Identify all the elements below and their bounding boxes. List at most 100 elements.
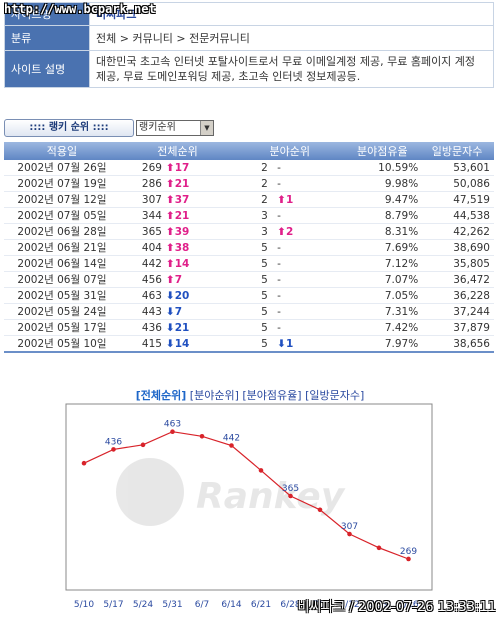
daily-visitors-cell: 53,601 — [420, 160, 494, 176]
date-cell: 2002년 07월 26일 — [4, 160, 120, 176]
rank-table-body: 2002년 07월 26일 269 ⬆17 2-10.59% 53,601 2002년 0… — [4, 160, 494, 353]
category-rank-cell: 5- — [235, 255, 345, 272]
category-rank-change: - — [277, 289, 281, 302]
category-rank-change: - — [277, 305, 281, 318]
x-tick-label: 7/26 — [398, 600, 418, 610]
date-cell: 2002년 07월 05일 — [4, 207, 120, 224]
table-row: 2002년 05월 17일 436 ⬇21 5-7.42% 37,879 — [4, 319, 494, 336]
total-rank-value: 307 — [141, 193, 162, 206]
category-share-cell: 7.07% — [344, 271, 421, 288]
total-rank-value: 463 — [141, 289, 162, 302]
daily-visitors-cell: 38,690 — [420, 239, 494, 256]
arrow-up-icon: ⬆ — [165, 225, 175, 238]
data-point — [111, 447, 116, 452]
chart-tab-category-rank[interactable]: [분야순위] — [189, 389, 239, 402]
category-rank-value: 2 — [261, 177, 268, 190]
table-row: 2002년 07월 12일 307 ⬆37 2 ⬆1 9.47% 47,519 — [4, 191, 494, 208]
total-rank-change: 37 — [174, 193, 190, 206]
total-rank-cell: 365 ⬆39 — [119, 223, 236, 240]
date-cell: 2002년 06월 14일 — [4, 255, 120, 272]
info-row-category: 분류 전체 > 커뮤니티 > 전문커뮤니티 — [4, 25, 494, 51]
watermark-timestamp: 비씨파크 / 2002-07-26 13:33:11 — [297, 600, 496, 615]
data-label: 442 — [223, 433, 240, 443]
category-rank-change: - — [277, 241, 281, 254]
total-rank-cell: 436 ⬇21 — [119, 319, 236, 336]
table-row: 2002년 05월 10일 415 ⬇14 5 ⬇1 7.97% 38,656 — [4, 335, 494, 353]
category-rank-value: 3 — [261, 209, 268, 222]
category-share-cell: 10.59% — [344, 160, 421, 176]
info-row-name: 사이트명 비씨파크 — [4, 2, 494, 26]
category-rank-value: 2 — [261, 161, 268, 174]
category-breadcrumb[interactable]: 전체 > 커뮤니티 > 전문커뮤니티 — [89, 25, 494, 51]
total-rank-cell: 404 ⬆38 — [119, 239, 236, 256]
daily-visitors-cell: 36,228 — [420, 287, 494, 304]
total-rank-change: 14 — [174, 337, 190, 350]
chart-plot-area — [65, 403, 433, 591]
total-rank-value: 269 — [141, 161, 162, 174]
category-share-cell: 9.98% — [344, 175, 421, 192]
rank-type-select[interactable]: 랭키순위 ▼ — [136, 120, 214, 136]
daily-visitors-cell: 37,244 — [420, 303, 494, 320]
data-point — [258, 468, 264, 473]
x-tick-label: 6/14 — [221, 600, 241, 610]
table-row: 2002년 05월 24일 443 ⬇7 5-7.31% 37,244 — [4, 303, 494, 320]
category-rank-cell: 2- — [235, 175, 345, 192]
daily-visitors-cell: 42,262 — [420, 223, 494, 240]
chart-tab-category-share[interactable]: [분야점유율] — [242, 389, 302, 402]
data-point — [288, 493, 293, 499]
category-rank-cell: 2- — [235, 160, 345, 176]
table-row: 2002년 06월 21일 404 ⬆38 5-7.69% 38,690 — [4, 239, 494, 256]
category-share-cell: 7.69% — [344, 239, 421, 256]
arrow-up-icon: ⬆ — [165, 177, 175, 190]
chart-tab-total-rank[interactable]: [전체순위] — [135, 389, 187, 402]
data-point — [347, 531, 352, 537]
category-rank-value: 5 — [261, 241, 268, 254]
category-rank-change: 2 — [285, 225, 294, 238]
category-share-cell: 9.47% — [344, 191, 421, 208]
arrow-up-icon: ⬆ — [165, 193, 175, 206]
category-rank-cell: 5- — [235, 239, 345, 256]
x-tick-label: 5/31 — [162, 600, 182, 610]
date-cell: 2002년 06월 28일 — [4, 223, 120, 240]
data-point — [229, 443, 234, 448]
x-tick-label: 7/19 — [369, 600, 389, 610]
info-key: 분류 — [4, 25, 90, 51]
total-rank-change: 21 — [174, 209, 190, 222]
category-share-cell: 8.31% — [344, 223, 421, 240]
arrow-up-icon: ⬆ — [165, 209, 175, 222]
category-rank-change: - — [277, 257, 281, 270]
x-tick-label: 5/17 — [103, 600, 123, 610]
arrow-up-icon: ⬆ — [165, 273, 175, 286]
table-row: 2002년 07월 05일 344 ⬆21 3-8.79% 44,538 — [4, 207, 494, 224]
total-rank-change: 20 — [174, 289, 190, 302]
category-rank-cell: 5- — [235, 319, 345, 336]
data-point — [170, 429, 175, 435]
data-point — [199, 434, 205, 439]
category-rank-change: - — [277, 209, 281, 222]
col-category-rank: 분야순위 — [235, 142, 345, 160]
x-tick-label: 7/12 — [339, 600, 359, 610]
daily-visitors-cell: 35,805 — [420, 255, 494, 272]
watermark-url: http://www.bcpark.net — [4, 2, 156, 16]
data-label: 365 — [282, 484, 299, 494]
total-rank-change: 21 — [174, 321, 190, 334]
chart-tab-daily-visitors[interactable]: [일방문자수] — [305, 389, 365, 402]
chevron-down-icon[interactable]: ▼ — [200, 121, 213, 135]
table-row: 2002년 07월 26일 269 ⬆17 2-10.59% 53,601 — [4, 160, 494, 176]
arrow-up-icon: ⬆ — [277, 193, 286, 206]
date-cell: 2002년 05월 10일 — [4, 335, 120, 353]
category-rank-cell: 3 ⬆2 — [235, 223, 345, 240]
rankey-rank-button[interactable]: :::: 랭키 순위 :::: — [4, 119, 134, 137]
category-rank-cell: 3- — [235, 207, 345, 224]
date-cell: 2002년 06월 07일 — [4, 271, 120, 288]
info-key: 사이트 설명 — [4, 50, 90, 88]
arrow-down-icon: ⬇ — [165, 337, 175, 350]
arrow-up-icon: ⬆ — [165, 161, 175, 174]
daily-visitors-cell: 50,086 — [420, 175, 494, 192]
category-rank-value: 5 — [261, 305, 268, 318]
total-rank-value: 365 — [141, 225, 162, 238]
data-label: 307 — [341, 522, 358, 532]
daily-visitors-cell: 36,472 — [420, 271, 494, 288]
arrow-down-icon: ⬇ — [277, 337, 286, 350]
category-rank-value: 5 — [261, 273, 268, 286]
